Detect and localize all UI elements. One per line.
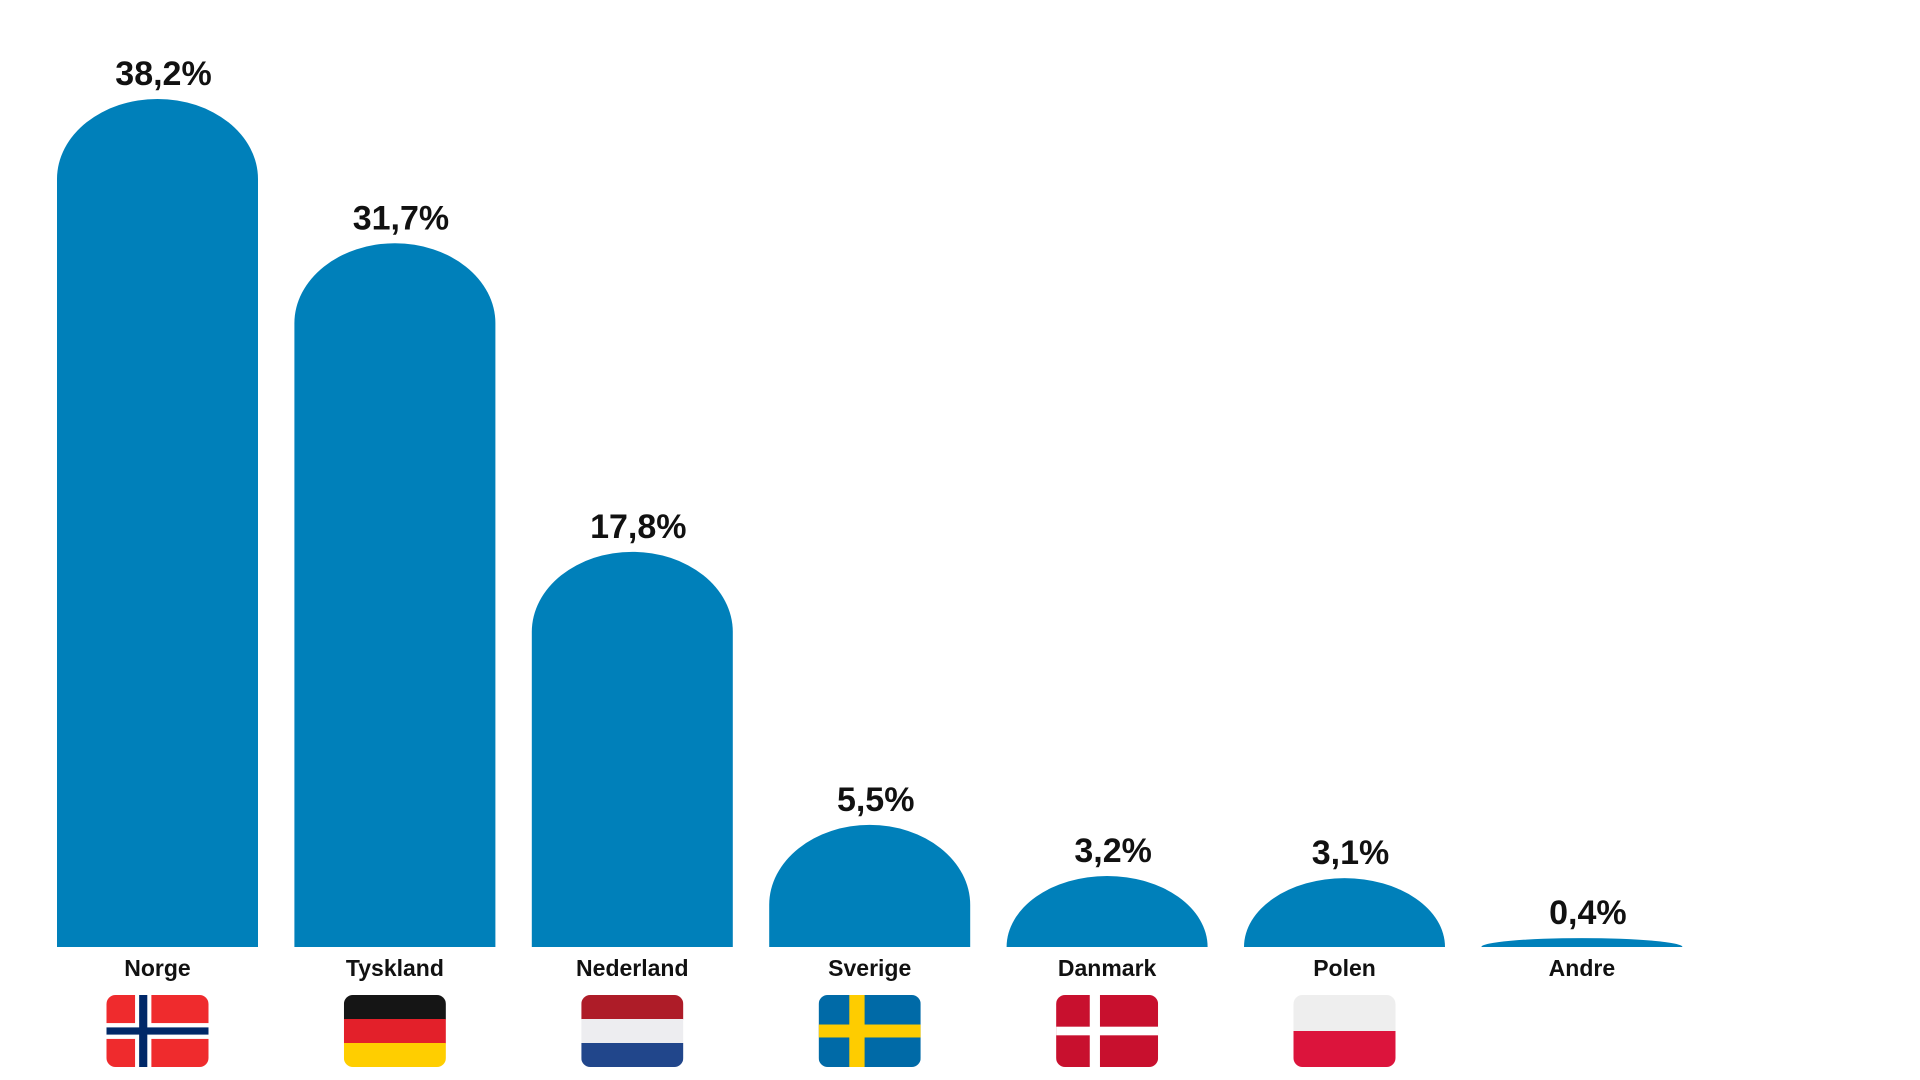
norway-flag-icon	[106, 995, 209, 1067]
category-label-tyskland: Tyskland	[346, 955, 444, 981]
germany-flag-icon	[343, 995, 446, 1067]
data-label-tyskland: 31,7%	[353, 199, 449, 237]
category-label-nederland: Nederland	[576, 955, 688, 981]
category-label-norge: Norge	[124, 955, 190, 981]
sweden-flag-icon	[818, 995, 921, 1067]
bar-polen	[1244, 878, 1445, 947]
data-label-norge: 38,2%	[115, 55, 211, 93]
category-label-polen: Polen	[1313, 955, 1376, 981]
data-label-andre: 0,4%	[1549, 894, 1627, 932]
category-label-danmark: Danmark	[1058, 955, 1157, 981]
data-label-danmark: 3,2%	[1074, 832, 1152, 870]
bar-tyskland	[294, 243, 496, 947]
data-label-sverige: 5,5%	[837, 781, 915, 819]
data-label-polen: 3,1%	[1312, 834, 1390, 872]
bar-nederland	[531, 551, 733, 947]
bar-andre	[1481, 938, 1683, 947]
category-label-andre: Andre	[1549, 955, 1615, 981]
category-label-sverige: Sverige	[828, 955, 911, 981]
poland-flag-icon	[1293, 995, 1396, 1067]
bar-sverige	[769, 824, 971, 947]
denmark-flag-icon	[1056, 995, 1159, 1067]
bar-danmark	[1006, 875, 1208, 947]
data-label-nederland: 17,8%	[590, 508, 686, 546]
netherlands-flag-icon	[581, 995, 684, 1067]
bar-norge	[57, 98, 258, 947]
